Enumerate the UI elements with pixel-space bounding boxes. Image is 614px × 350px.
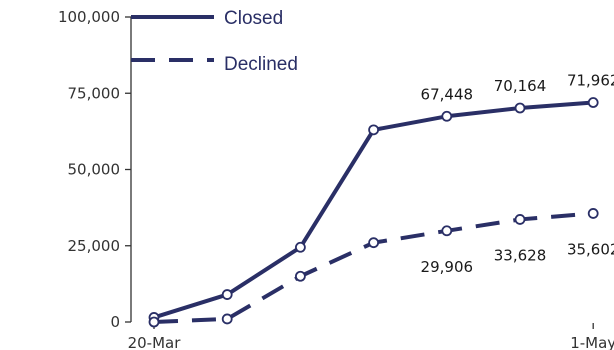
data-label-closed: 67,448	[421, 85, 474, 103]
x-axis-ticks: 20-Mar 1-May	[128, 323, 614, 350]
data-point-declined	[148, 316, 160, 328]
data-point-declined	[294, 270, 306, 282]
legend-label-declined: Declined	[224, 54, 298, 75]
series-line-declined	[153, 211, 594, 324]
data-label-declined: 29,906	[421, 258, 474, 276]
data-label-declined: 33,628	[494, 246, 547, 264]
x-tick-label: 1-May	[570, 334, 614, 350]
y-tick-label: 75,000	[68, 84, 121, 102]
data-point-closed	[441, 110, 453, 122]
y-tick-label: 0	[110, 313, 120, 331]
data-label-closed: 70,164	[494, 77, 547, 95]
data-point-declined	[514, 214, 526, 225]
data-point-closed	[294, 241, 306, 253]
series-lines	[153, 100, 594, 324]
data-point-declined	[221, 313, 233, 325]
data-point-closed	[587, 97, 599, 108]
data-label-declined: 35,602	[567, 240, 614, 258]
y-tick-label: 100,000	[58, 8, 120, 26]
y-tick-label: 25,000	[68, 237, 121, 255]
data-point-declined	[587, 208, 599, 219]
legend-label-closed: Closed	[224, 8, 283, 29]
data-labels: 67,448 70,164 71,962 29,906 33,628 35,602	[421, 72, 614, 276]
y-axis-ticks: 0 25,000 50,000 75,000 100,000	[58, 8, 131, 331]
x-tick-label: 20-Mar	[128, 334, 182, 350]
data-point-closed	[514, 102, 526, 114]
data-point-declined	[368, 237, 380, 249]
data-point-closed	[368, 124, 380, 136]
legend: Closed Declined	[131, 8, 298, 75]
data-point-closed	[221, 289, 233, 300]
data-label-closed: 71,962	[567, 72, 614, 90]
y-tick-label: 50,000	[68, 161, 121, 179]
series-points	[148, 97, 599, 328]
data-point-declined	[441, 225, 453, 237]
